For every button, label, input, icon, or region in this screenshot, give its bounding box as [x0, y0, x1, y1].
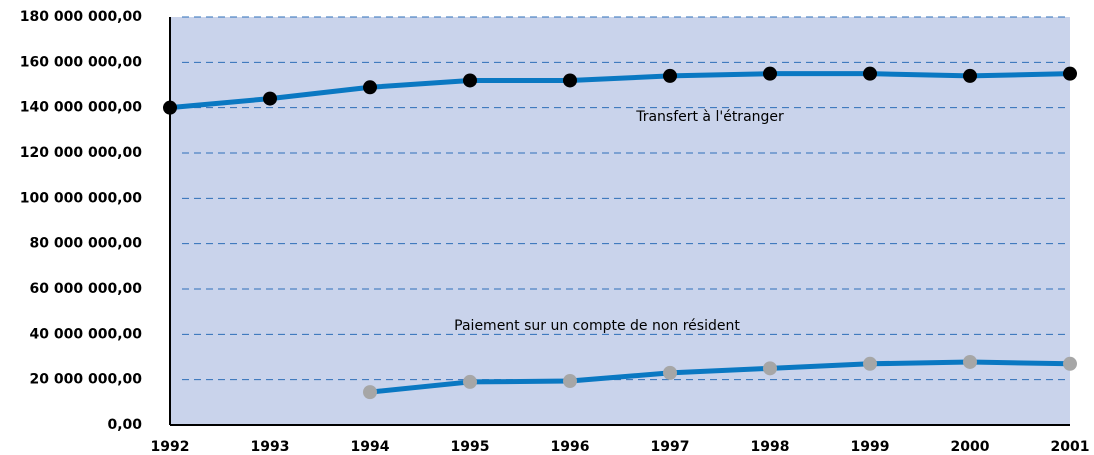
x-tick-label: 1992	[151, 439, 190, 455]
marker	[463, 73, 477, 88]
x-tick-label: 1994	[351, 439, 390, 455]
plot-area	[170, 17, 1070, 425]
x-tick-label: 1993	[251, 439, 290, 455]
marker	[763, 361, 777, 376]
series-line	[369, 359, 1071, 395]
y-tick-label: 40 000 000,00	[30, 326, 143, 342]
y-tick-label: 100 000 000,00	[20, 190, 142, 206]
marker	[163, 100, 177, 115]
annotation: Transfert à l'étranger	[635, 109, 784, 125]
y-tick-label: 0,00	[107, 417, 142, 433]
marker	[563, 73, 577, 88]
marker	[663, 365, 677, 380]
marker	[1063, 356, 1077, 371]
marker	[663, 68, 677, 83]
x-tick-label: 2001	[1051, 439, 1090, 455]
marker	[463, 374, 477, 389]
marker	[563, 374, 577, 389]
series-line	[169, 71, 1071, 111]
marker	[263, 91, 277, 106]
x-tick-label: 1996	[551, 439, 590, 455]
x-tick-label: 1997	[651, 439, 690, 455]
y-tick-label: 160 000 000,00	[20, 54, 142, 70]
marker	[1063, 66, 1077, 81]
y-tick-label: 20 000 000,00	[30, 372, 143, 388]
y-tick-label: 60 000 000,00	[30, 281, 143, 297]
marker	[863, 356, 877, 371]
marker	[763, 66, 777, 81]
x-tick-label: 1999	[851, 439, 890, 455]
x-tick-label: 1998	[751, 439, 790, 455]
x-tick-label: 2000	[951, 439, 990, 455]
marker	[963, 354, 977, 369]
marker	[963, 68, 977, 83]
y-tick-label: 140 000 000,00	[20, 100, 142, 116]
marker	[863, 66, 877, 81]
marker	[363, 385, 377, 400]
annotation: Paiement sur un compte de non résident	[454, 318, 740, 334]
y-tick-label: 120 000 000,00	[20, 145, 142, 161]
y-tick-label: 80 000 000,00	[30, 236, 143, 252]
marker	[363, 80, 377, 95]
x-tick-label: 1995	[451, 439, 490, 455]
y-tick-label: 180 000 000,00	[20, 9, 142, 25]
